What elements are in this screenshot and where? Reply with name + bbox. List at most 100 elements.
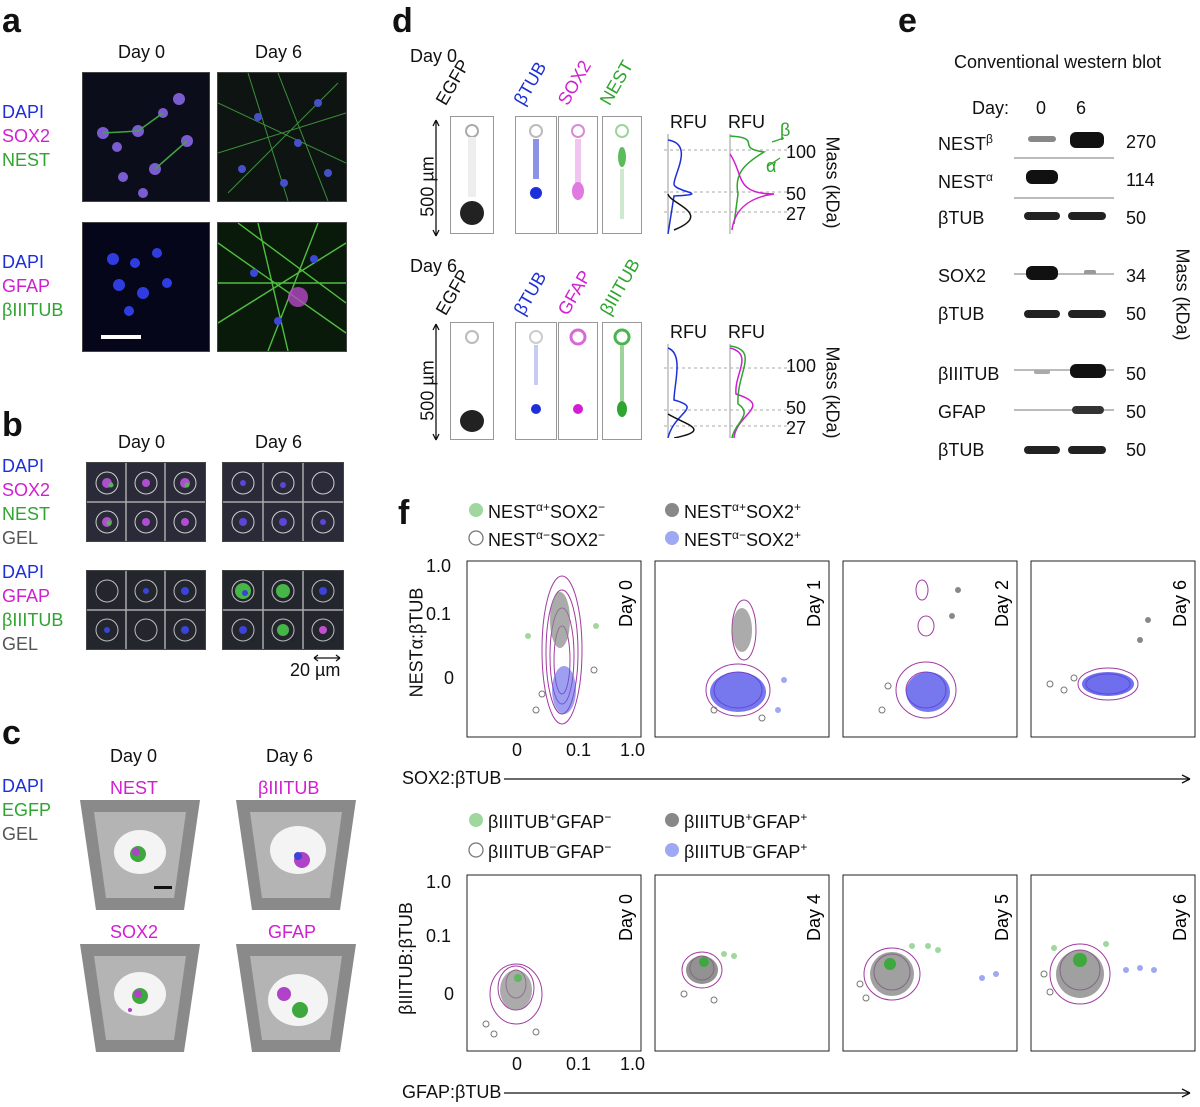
e-row-biiitub: βIIITUB: [938, 364, 1000, 384]
d-top-mass-27: 27: [786, 204, 807, 224]
d-top-length-arrow: [430, 118, 442, 238]
d-bottom-biiitub-label: βIIITUB: [595, 255, 644, 319]
e-mass-4: 50: [1126, 304, 1147, 324]
f-top-plot-day6: Day 6: [1030, 560, 1196, 738]
f-top-legend-1: NESTα+SOX2−: [488, 500, 606, 522]
b-grid-day0-bottom: [86, 570, 206, 650]
panel-label-c: c: [2, 714, 21, 752]
f-bottom-legend-4: βIIITUB−GFAP+: [684, 840, 808, 862]
d-top-sox2-strip: [558, 116, 598, 234]
f-top-plot-day1: Day 1: [654, 560, 830, 738]
d-top-alpha: α: [766, 156, 777, 176]
f-top-legend-2: NESTα+SOX2+: [684, 500, 802, 522]
f-bottom-day4: Day 4: [804, 894, 824, 941]
f-bottom-legend-2: βIIITUB+GFAP+: [684, 810, 808, 832]
c-day0-header: Day 0: [110, 746, 158, 766]
e-mass-axis: Mass (kDa): [1172, 248, 1193, 341]
c-gel-render-gfap: [236, 944, 356, 1052]
a-image-day6-top: [217, 72, 347, 202]
f-bottom-ytick-2: 0.1: [426, 926, 452, 946]
e-mass-7: 50: [1126, 440, 1147, 460]
c-label-dapi: DAPI: [2, 776, 45, 796]
b-day0-header: Day 0: [118, 432, 166, 452]
f-legend-swatch-4: [665, 531, 679, 545]
e-row-gfap: GFAP: [938, 402, 987, 422]
d-bottom-mass-axis: Mass (kDa): [822, 346, 843, 439]
b-label-nest: NEST: [2, 504, 51, 524]
d-top-egfp-strip: [450, 116, 494, 234]
c-gel-render-sox2: [80, 944, 200, 1052]
d-top-nest-label: NEST: [595, 56, 638, 109]
a-label-dapi-2: DAPI: [2, 252, 45, 272]
e-day0: 0: [1036, 98, 1047, 118]
a-image-day6-bottom: [217, 222, 347, 352]
panel-label-a: a: [2, 2, 21, 40]
f-bottom-ytick-1: 1.0: [426, 872, 452, 892]
f-top-xlabel: SOX2:βTUB: [402, 768, 502, 788]
e-blots: [1014, 124, 1114, 464]
b-grid-day6-bottom: [222, 570, 344, 650]
f-bottom-plot-day4: Day 4: [654, 874, 830, 1052]
d-top-sox2-label: SOX2: [553, 56, 596, 109]
c-label-egfp: EGFP: [2, 800, 52, 820]
f-top-day2: Day 2: [992, 580, 1012, 627]
d-top-mass-axis: Mass (kDa): [822, 136, 843, 229]
e-row-btub-1: βTUB: [938, 208, 985, 228]
c-marker-sox2: SOX2: [110, 922, 159, 942]
b-label-gel-2: GEL: [2, 634, 39, 654]
d-bottom-length-label: 500 µm: [417, 360, 438, 421]
e-mass-2: 50: [1126, 208, 1147, 228]
e-day6: 6: [1076, 98, 1087, 118]
f-legend-swatch-5: [469, 813, 483, 827]
f-top-day1: Day 1: [804, 580, 824, 627]
f-top-legend: [466, 498, 906, 554]
d-day0-label: Day 0: [410, 46, 458, 66]
b-label-sox2: SOX2: [2, 480, 51, 500]
a-day0-header: Day 0: [118, 42, 166, 62]
d-bottom-rfu-2: RFU: [728, 322, 765, 342]
f-legend-swatch-1: [469, 503, 483, 517]
f-top-plot-day0: Day 0: [466, 560, 642, 738]
d-bottom-mass-100: 100: [786, 356, 817, 376]
f-bottom-legend: [466, 808, 906, 864]
e-row-btub-3: βTUB: [938, 440, 985, 460]
e-row-sox2: SOX2: [938, 266, 987, 286]
d-top-btub-strip: [515, 116, 557, 234]
d-bottom-rfu-1: RFU: [670, 322, 707, 342]
f-top-legend-4: NESTα−SOX2+: [684, 528, 802, 550]
d-top-rfu-2: RFU: [728, 112, 765, 132]
f-top-ytick-2: 0.1: [426, 604, 452, 624]
panel-label-b: b: [2, 406, 23, 444]
f-top-ytick-3: 0: [444, 668, 455, 688]
a-scale-bar: [101, 335, 141, 339]
f-bottom-xtick-3: 1.0: [620, 1054, 646, 1074]
f-top-legend-3: NESTα−SOX2−: [488, 528, 606, 550]
e-mass-0: 270: [1126, 132, 1157, 152]
f-top-xtick-3: 1.0: [620, 740, 646, 760]
d-top-mass-50: 50: [786, 184, 807, 204]
d-bottom-gfap-label: GFAP: [553, 266, 596, 319]
f-legend-swatch-8: [665, 843, 679, 857]
e-title: Conventional western blot: [954, 52, 1162, 72]
f-bottom-plot-day6: Day 6: [1030, 874, 1196, 1052]
b-label-dapi: DAPI: [2, 456, 45, 476]
c-day6-header: Day 6: [266, 746, 314, 766]
a-label-dapi: DAPI: [2, 102, 45, 122]
e-row-btub-2: βTUB: [938, 304, 985, 324]
f-bottom-xaxis-arrow: [500, 1086, 1200, 1100]
f-top-plot-day2: Day 2: [842, 560, 1018, 738]
a-day6-header: Day 6: [255, 42, 303, 62]
d-top-btub-label: βTUB: [509, 58, 551, 109]
c-marker-biiitub: βIIITUB: [258, 778, 320, 798]
e-mass-3: 34: [1126, 266, 1147, 286]
a-label-sox2: SOX2: [2, 126, 51, 146]
f-top-day6: Day 6: [1170, 580, 1190, 627]
a-label-nest: NEST: [2, 150, 51, 170]
panel-label-f: f: [398, 494, 410, 532]
d-top-nest-strip: [602, 116, 642, 234]
d-top-rfu-1: RFU: [670, 112, 707, 132]
d-top-rfu-profiles: [664, 134, 794, 235]
b-label-gfap: GFAP: [2, 586, 51, 606]
f-bottom-ylabel: βIIITUB:βTUB: [395, 902, 416, 1015]
f-bottom-ytick-3: 0: [444, 984, 455, 1004]
